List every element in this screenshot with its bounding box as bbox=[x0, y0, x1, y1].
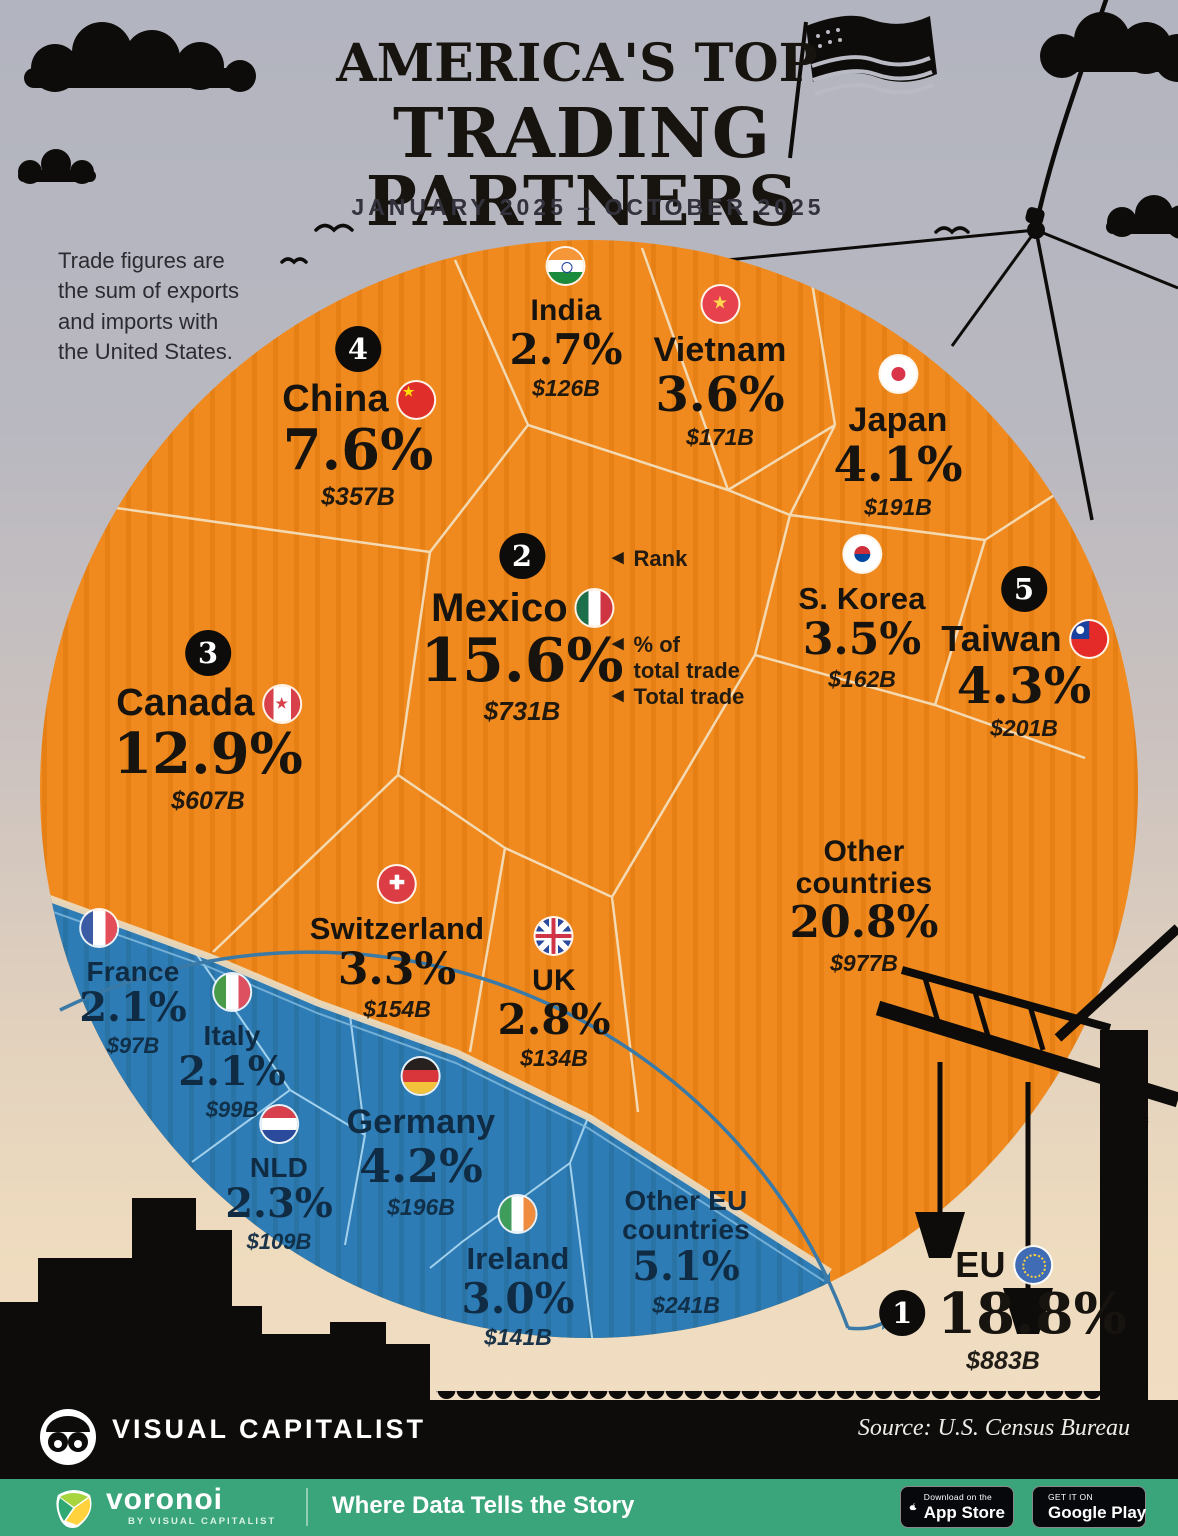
voronoi-bar: voronoi BY VISUAL CAPITALIST Where Data … bbox=[0, 1479, 1178, 1536]
google-play-badge[interactable]: GET IT ON Google Play bbox=[1032, 1486, 1146, 1528]
flag-mexico-icon bbox=[576, 590, 613, 626]
rank-badge: 2 bbox=[499, 533, 545, 579]
cell-italy: Italy 2.1% $99B bbox=[178, 974, 286, 1122]
cell-switzerland: Switzerland 3.3% $154B bbox=[310, 866, 484, 1023]
cell-eu-total: EU 1 18.8% $883B bbox=[879, 1246, 1127, 1375]
flag-italy-icon bbox=[213, 974, 250, 1010]
flag-india-icon bbox=[547, 248, 584, 284]
cell-france: France 2.1% $97B bbox=[79, 910, 187, 1058]
flag-vietnam-icon bbox=[702, 286, 738, 322]
flag-netherlands-icon bbox=[260, 1106, 297, 1142]
cell-germany: Germany 4.2% $196B bbox=[347, 1058, 496, 1220]
flag-china-icon bbox=[397, 381, 434, 418]
cell-vietnam: Vietnam 3.6% $171B bbox=[653, 286, 786, 450]
cell-uk: UK 2.8% $134B bbox=[498, 918, 610, 1072]
brand-wordmark: VISUAL CAPITALIST bbox=[112, 1414, 427, 1444]
page-title-line1: AMERICA'S TOP bbox=[336, 33, 818, 94]
bird-icons bbox=[280, 223, 970, 265]
flag-switzerland-icon bbox=[379, 866, 415, 902]
flag-japan-icon bbox=[880, 356, 916, 392]
cell-skorea: S. Korea 3.5% $162B bbox=[798, 536, 925, 693]
voronoi-logo-icon bbox=[56, 1490, 92, 1528]
harbor-crane bbox=[875, 924, 1178, 1402]
cell-mexico: 2 Mexico 15.6% $731B bbox=[420, 533, 624, 726]
cell-other-eu: Other EU countries 5.1% $241B bbox=[622, 1185, 750, 1318]
city-skyline bbox=[0, 1198, 430, 1410]
flag-germany-icon bbox=[403, 1058, 439, 1094]
left-arrow-icon: ◀ bbox=[612, 549, 624, 566]
legend-rank: ◀ Rank bbox=[612, 546, 688, 571]
flag-uk-icon bbox=[535, 918, 572, 954]
flag-south-korea-icon bbox=[844, 536, 880, 572]
cell-india: India 2.7% $126B bbox=[510, 248, 622, 402]
cloud-icons bbox=[18, 12, 1178, 239]
methodology-note: Trade figures are the sum of exports and… bbox=[58, 248, 239, 365]
tagline: Where Data Tells the Story bbox=[332, 1492, 635, 1519]
cell-china: 4 China 7.6% $357B bbox=[282, 326, 434, 512]
source-credit: Source: U.S. Census Bureau bbox=[857, 1415, 1130, 1441]
voronoi-wordmark: voronoi bbox=[106, 1483, 223, 1516]
footer-band bbox=[0, 1400, 1178, 1479]
voronoi-byline: BY VISUAL CAPITALIST bbox=[128, 1516, 277, 1527]
divider bbox=[306, 1488, 308, 1526]
app-store-badge[interactable]: Download on the App Store bbox=[900, 1486, 1014, 1528]
flag-ireland-icon bbox=[499, 1196, 536, 1232]
visual-capitalist-logo-icon bbox=[40, 1409, 96, 1465]
flag-canada-icon bbox=[263, 685, 300, 722]
us-flag-icon bbox=[788, 15, 937, 159]
flag-taiwan-icon bbox=[1070, 620, 1107, 657]
left-arrow-icon: ◀ bbox=[612, 687, 624, 704]
apple-icon bbox=[909, 1503, 917, 1511]
legend-pct: ◀ % of total trade bbox=[612, 632, 740, 683]
legend-total: ◀ Total trade bbox=[612, 684, 745, 709]
cell-taiwan: 5 Taiwan 4.3% $201B bbox=[941, 566, 1107, 741]
crane-cables bbox=[705, 0, 1178, 521]
cell-netherlands: NLD 2.3% $109B bbox=[225, 1106, 333, 1254]
cell-canada: 3 Canada 12.9% $607B bbox=[113, 630, 303, 816]
rank-badge: 1 bbox=[879, 1290, 926, 1337]
cell-ireland: Ireland 3.0% $141B bbox=[462, 1196, 574, 1351]
left-arrow-icon: ◀ bbox=[612, 635, 624, 652]
cell-other-countries: Other countries 20.8% $977B bbox=[789, 835, 939, 976]
flag-france-icon bbox=[80, 910, 117, 946]
voronoi-chart bbox=[40, 240, 1138, 1338]
page-subtitle: JANUARY 2025 – OCTOBER 2025 bbox=[351, 194, 825, 220]
rank-badge: 4 bbox=[335, 326, 381, 372]
rank-badge: 5 bbox=[1001, 566, 1047, 612]
cell-japan: Japan 4.1% $191B bbox=[833, 356, 963, 520]
page-title-line2: TRADING PARTNERS bbox=[365, 94, 799, 242]
flag-eu-icon bbox=[1014, 1246, 1051, 1283]
rank-badge: 3 bbox=[184, 630, 231, 676]
